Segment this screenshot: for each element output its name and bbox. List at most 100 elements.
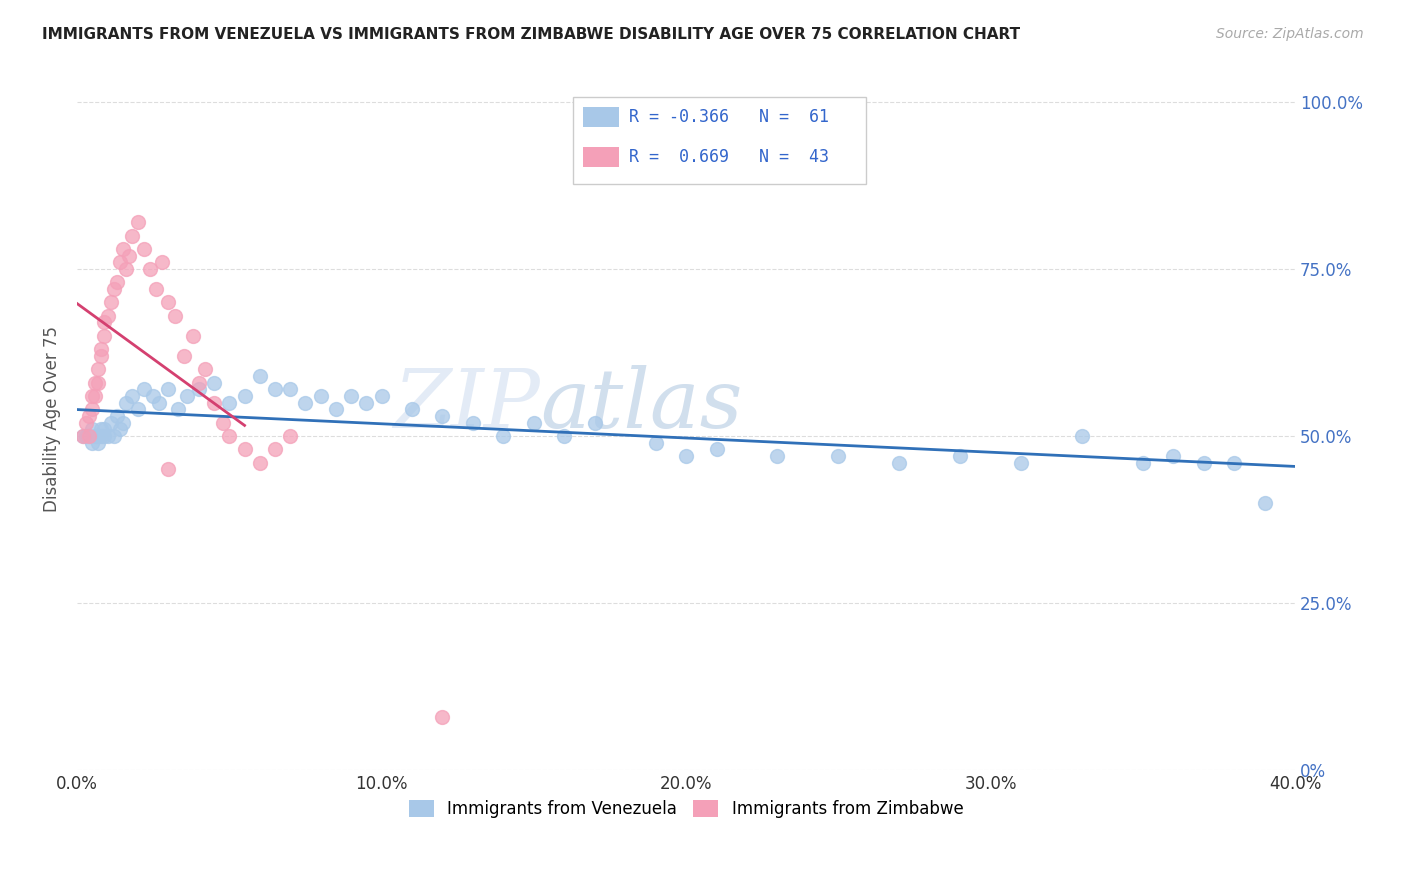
Point [77,429,100,443]
Point [90,429,112,443]
Point [706,442,728,457]
Point [142,389,165,403]
Point [72,429,94,443]
Point [401,402,423,417]
Point [176,389,198,403]
Point [187,382,209,396]
Point [325,402,347,417]
Point [90,342,112,356]
Point [132,242,155,256]
Point [202,376,225,390]
Point [218,395,240,409]
Point [75,429,97,443]
Point [233,442,256,457]
Point [77,409,100,423]
Point [127,402,149,417]
Point [121,228,143,243]
Point [84,429,107,443]
Point [202,395,225,409]
Point [1192,456,1215,470]
Point [90,349,112,363]
Point [675,449,697,463]
Point [93,422,115,436]
Point [278,382,301,396]
Bar [582,147,619,167]
Point [82,435,104,450]
Point [157,295,180,310]
Point [108,255,131,269]
Point [644,435,666,450]
Point [84,376,107,390]
Point [163,309,186,323]
Point [294,395,316,409]
Point [145,282,167,296]
Point [93,328,115,343]
Point [118,249,141,263]
Point [132,382,155,396]
Point [356,395,378,409]
Point [82,422,104,436]
Point [100,416,122,430]
Point [105,409,128,423]
Bar [582,107,619,127]
Point [114,395,136,409]
Point [461,416,484,430]
Point [1010,456,1032,470]
Point [157,462,180,476]
Point [103,282,125,296]
Point [72,429,94,443]
Point [87,429,110,443]
Point [139,262,162,277]
Text: R = -0.366   N =  61: R = -0.366 N = 61 [628,108,828,126]
Text: IMMIGRANTS FROM VENEZUELA VS IMMIGRANTS FROM ZIMBABWE DISABILITY AGE OVER 75 COR: IMMIGRANTS FROM VENEZUELA VS IMMIGRANTS … [42,27,1021,42]
Point [249,368,271,383]
Text: Source: ZipAtlas.com: Source: ZipAtlas.com [1216,27,1364,41]
Point [96,429,118,443]
Point [166,402,188,417]
Point [233,389,256,403]
Point [264,382,287,396]
Point [121,389,143,403]
Point [340,389,363,403]
Point [553,429,575,443]
Point [278,429,301,443]
Point [432,709,454,723]
Point [90,422,112,436]
Point [1253,496,1275,510]
Point [949,449,972,463]
Point [766,449,789,463]
Point [87,362,110,376]
Point [187,376,209,390]
Point [194,362,217,376]
Point [249,456,271,470]
Point [87,435,110,450]
Point [1223,456,1246,470]
Point [218,429,240,443]
Point [264,442,287,457]
Bar [572,96,866,185]
Point [523,416,546,430]
Point [432,409,454,423]
Point [108,422,131,436]
Point [103,429,125,443]
Point [75,416,97,430]
Point [87,376,110,390]
Point [111,416,134,430]
Text: ZIP: ZIP [394,365,540,445]
Point [105,275,128,289]
Point [309,389,332,403]
Point [1161,449,1184,463]
Point [100,295,122,310]
Point [827,449,849,463]
Point [93,315,115,329]
Point [114,262,136,277]
Point [84,389,107,403]
Point [77,429,100,443]
Point [111,242,134,256]
Text: R =  0.669   N =  43: R = 0.669 N = 43 [628,148,828,166]
Point [1070,429,1092,443]
Point [370,389,392,403]
Point [96,309,118,323]
Point [157,382,180,396]
Legend: Immigrants from Venezuela, Immigrants from Zimbabwe: Immigrants from Venezuela, Immigrants fr… [402,793,970,825]
